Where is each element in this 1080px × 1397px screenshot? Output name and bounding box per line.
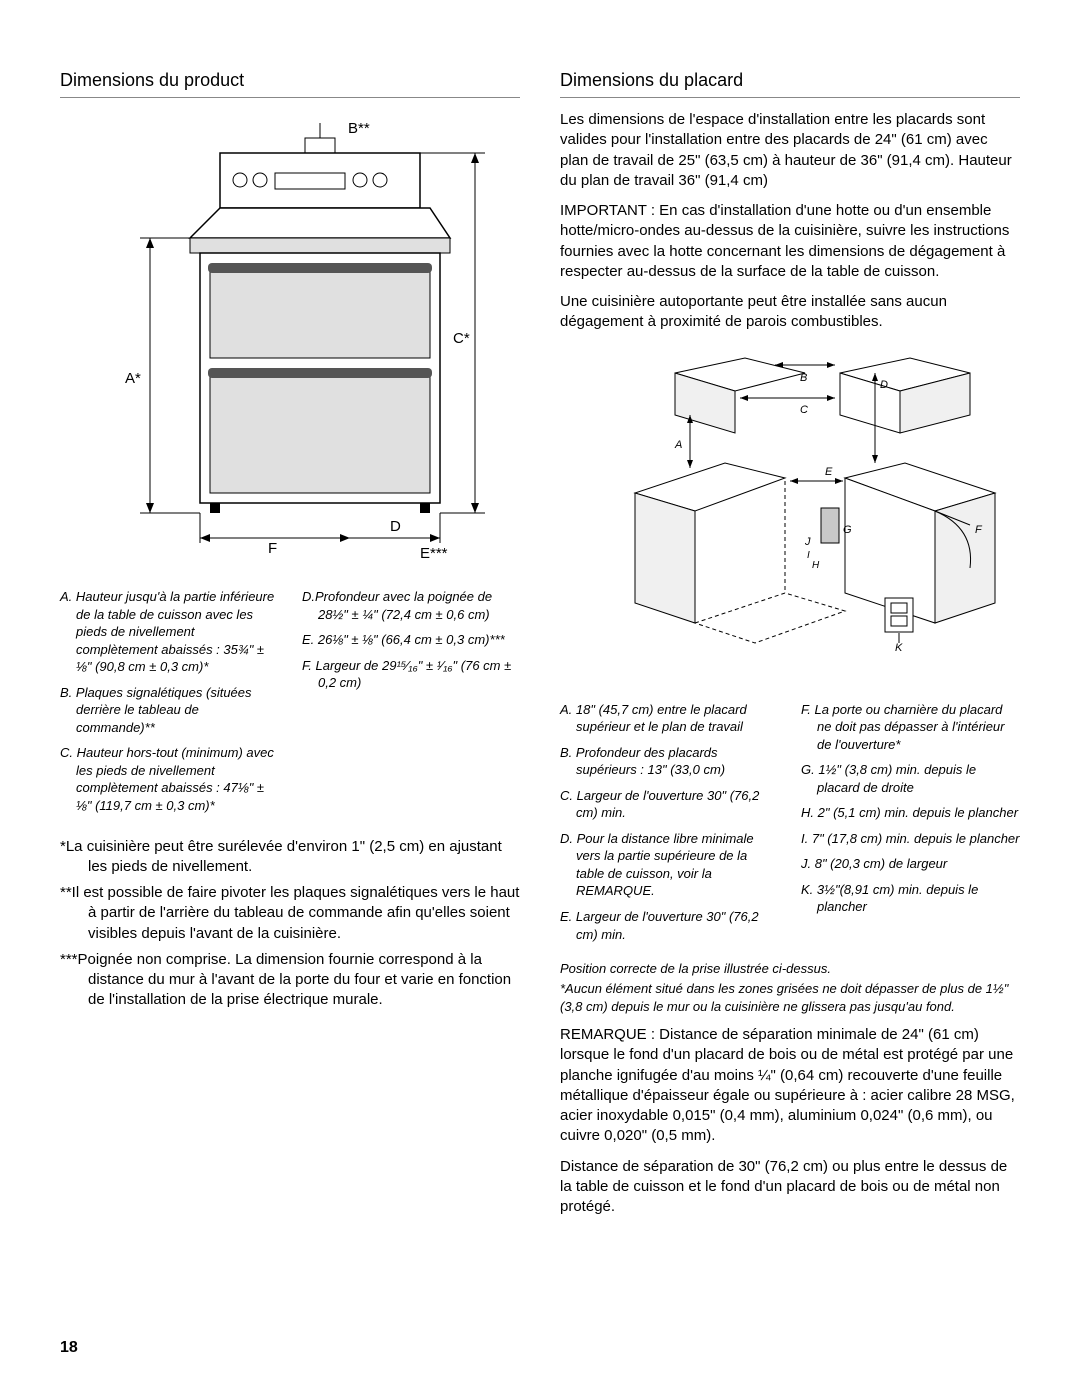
legend-item: K. 3½"(8,91 cm) min. depuis le plancher [801, 881, 1020, 916]
legend-item: F. Largeur de 29¹⁵⁄₁₆" ± ¹⁄₁₆" (76 cm ± … [302, 657, 520, 692]
legend-item: D. Pour la distance libre minimale vers … [560, 830, 779, 900]
right-p1: Les dimensions de l'espace d'installatio… [560, 110, 1020, 191]
left-footnotes: *La cuisinière peut être surélevée d'env… [60, 837, 520, 1011]
legend-item: B. Plaques signalétiques (situées derriè… [60, 684, 278, 737]
legend-item: B. Profondeur des placards supérieurs : … [560, 744, 779, 779]
svg-text:B: B [800, 372, 807, 384]
left-column: Dimensions du product B** [60, 50, 520, 1227]
label-E: E*** [420, 545, 448, 562]
right-legend: A. 18" (45,7 cm) entre le placard supéri… [560, 697, 1020, 952]
legend-item: I. 7" (17,8 cm) min. depuis le plancher [801, 830, 1020, 848]
right-p4: Distance de séparation de 30" (76,2 cm) … [560, 1157, 1020, 1218]
page-number: 18 [60, 1339, 78, 1357]
svg-text:I: I [807, 550, 810, 561]
outlet-caption: Position correcte de la prise illustrée … [560, 961, 1020, 976]
right-section-title: Dimensions du placard [560, 70, 1020, 98]
legend-item: A. Hauteur jusqu'à la partie inférieure … [60, 588, 278, 676]
legend-item: C. Largeur de l'ouverture 30" (76,2 cm) … [560, 787, 779, 822]
footnote: ***Poignée non comprise. La dimension fo… [60, 950, 520, 1011]
left-legend: A. Hauteur jusqu'à la partie inférieure … [60, 584, 520, 823]
legend-item: G. 1½" (3,8 cm) min. depuis le placard d… [801, 761, 1020, 796]
svg-text:K: K [895, 642, 903, 654]
svg-text:E: E [825, 466, 833, 478]
label-F: F [268, 540, 277, 557]
svg-text:G: G [843, 524, 852, 536]
left-section-title: Dimensions du product [60, 70, 520, 98]
svg-text:C: C [800, 404, 808, 416]
label-A: A* [125, 370, 141, 387]
footnote: **Il est possible de faire pivoter les p… [60, 883, 520, 944]
legend-item: F. La porte ou charnière du placard ne d… [801, 701, 1020, 754]
legend-item: H. 2" (5,1 cm) min. depuis le plancher [801, 804, 1020, 822]
cabinet-diagram: B C D A [560, 353, 1020, 683]
svg-text:A: A [674, 439, 682, 451]
label-C: C* [453, 330, 470, 347]
svg-text:D: D [880, 379, 888, 391]
product-diagram: B** A* [60, 118, 520, 568]
gray-zone-note: *Aucun élément situé dans les zones gris… [560, 980, 1020, 1015]
label-D: D [390, 518, 401, 535]
legend-item: A. 18" (45,7 cm) entre le placard supéri… [560, 701, 779, 736]
remarque: REMARQUE : Distance de séparation minima… [560, 1025, 1020, 1147]
right-p3: Une cuisinière autoportante peut être in… [560, 292, 1020, 333]
legend-item: J. 8" (20,3 cm) de largeur [801, 855, 1020, 873]
legend-item: E. 26⅛" ± ⅛" (66,4 cm ± 0,3 cm)*** [302, 631, 520, 649]
footnote: *La cuisinière peut être surélevée d'env… [60, 837, 520, 878]
svg-text:H: H [812, 560, 820, 571]
legend-item: D.Profondeur avec la poignée de 28½" ± ¼… [302, 588, 520, 623]
right-p2: IMPORTANT : En cas d'installation d'une … [560, 201, 1020, 282]
svg-text:J: J [804, 536, 811, 548]
legend-item: C. Hauteur hors-tout (minimum) avec les … [60, 744, 278, 814]
right-column: Dimensions du placard Les dimensions de … [560, 50, 1020, 1227]
legend-item: E. Largeur de l'ouverture 30" (76,2 cm) … [560, 908, 779, 943]
label-B: B** [348, 120, 370, 137]
